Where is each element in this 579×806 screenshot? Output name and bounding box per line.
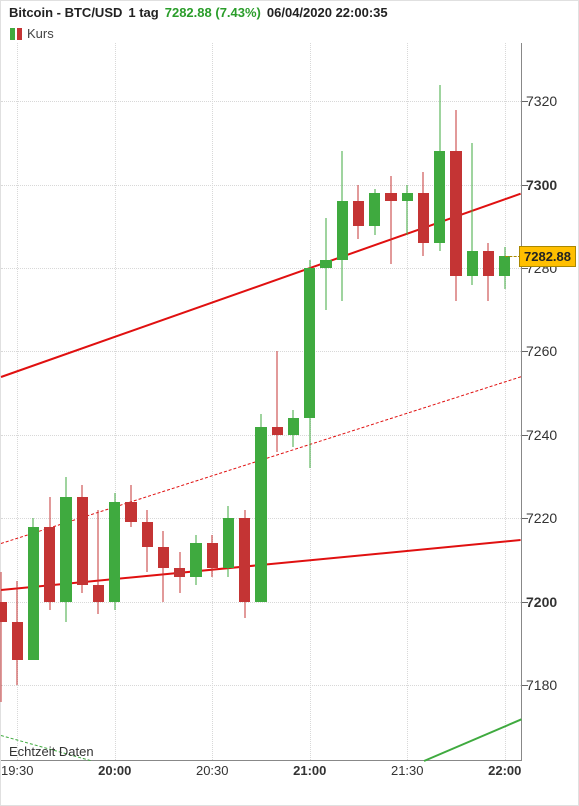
candle <box>499 43 510 760</box>
interval-label: 1 tag <box>128 5 158 20</box>
x-axis: 19:30 20:00 20:30 21:00 21:30 22:00 <box>1 761 522 783</box>
candle <box>223 43 234 760</box>
candle <box>12 43 23 760</box>
candle <box>44 43 55 760</box>
realtime-label: Echtzeit Daten <box>9 744 94 759</box>
candle <box>93 43 104 760</box>
candle <box>0 43 7 760</box>
candle <box>418 43 429 760</box>
current-price-tag: 7282.88 <box>519 246 576 267</box>
candle <box>158 43 169 760</box>
y-tick-label: 7220 <box>526 510 557 526</box>
price-value: 7282.88 <box>165 5 212 20</box>
candle <box>450 43 461 760</box>
legend-label: Kurs <box>27 26 54 41</box>
plot-area <box>1 43 522 761</box>
candle <box>255 43 266 760</box>
y-tick-label: 7240 <box>526 427 557 443</box>
candle <box>174 43 185 760</box>
candle <box>77 43 88 760</box>
candle <box>288 43 299 760</box>
x-tick-label: 19:30 <box>1 763 34 778</box>
candle <box>353 43 364 760</box>
x-tick-label: 21:30 <box>391 763 424 778</box>
candle <box>402 43 413 760</box>
y-tick-label: 7200 <box>526 594 557 610</box>
candle <box>60 43 71 760</box>
chart-container: Bitcoin - BTC/USD 1 tag 7282.88 (7.43%) … <box>0 0 579 806</box>
candle <box>434 43 445 760</box>
x-tick-label: 20:00 <box>98 763 131 778</box>
legend: Kurs <box>1 24 578 43</box>
candle <box>483 43 494 760</box>
candle <box>109 43 120 760</box>
candle <box>320 43 331 760</box>
price-change: (7.43%) <box>215 5 261 20</box>
candle <box>337 43 348 760</box>
y-axis: 732073007280726072407220720071807282.88 <box>522 43 578 761</box>
candle <box>272 43 283 760</box>
candle <box>385 43 396 760</box>
candle-legend-icon <box>9 27 23 41</box>
last-price: 7282.88 (7.43%) <box>165 5 261 20</box>
candle <box>369 43 380 760</box>
candle <box>190 43 201 760</box>
x-tick-label: 20:30 <box>196 763 229 778</box>
y-tick-label: 7300 <box>526 177 557 193</box>
candle <box>467 43 478 760</box>
timestamp: 06/04/2020 22:00:35 <box>267 5 388 20</box>
candle <box>239 43 250 760</box>
chart-plot-wrap[interactable]: 732073007280726072407220720071807282.88 … <box>1 43 578 783</box>
x-tick-label: 22:00 <box>488 763 521 778</box>
y-tick-label: 7320 <box>526 93 557 109</box>
candle <box>125 43 136 760</box>
y-tick-label: 7260 <box>526 343 557 359</box>
y-tick-label: 7180 <box>526 677 557 693</box>
candle <box>28 43 39 760</box>
candle <box>304 43 315 760</box>
chart-header: Bitcoin - BTC/USD 1 tag 7282.88 (7.43%) … <box>1 1 578 24</box>
candle <box>207 43 218 760</box>
symbol-title: Bitcoin - BTC/USD <box>9 5 122 20</box>
candle <box>142 43 153 760</box>
x-tick-label: 21:00 <box>293 763 326 778</box>
